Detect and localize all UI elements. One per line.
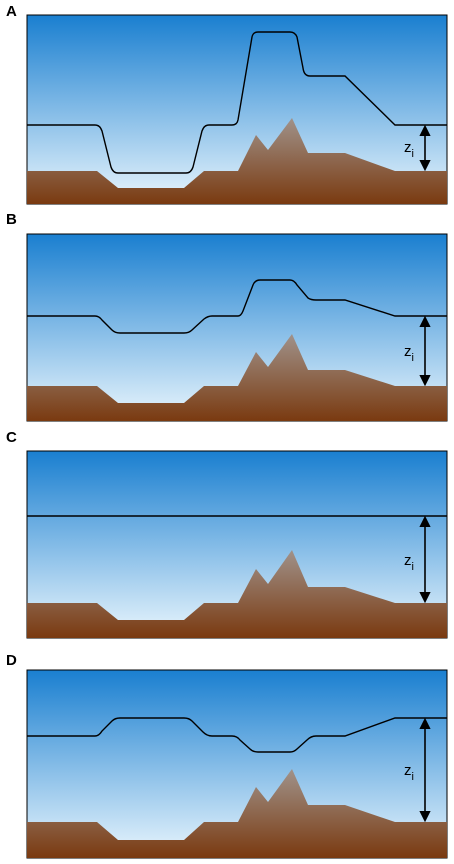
boundary-layer-top-line bbox=[27, 31, 447, 174]
terrain bbox=[27, 769, 447, 858]
terrain bbox=[27, 550, 447, 638]
zi-label: zi bbox=[404, 343, 414, 364]
panel-letter: D bbox=[6, 652, 17, 669]
zi-label: zi bbox=[404, 139, 414, 160]
panel-b: B zi bbox=[6, 211, 448, 422]
zi-label: zi bbox=[404, 762, 414, 783]
panel-letter: A bbox=[6, 3, 17, 20]
terrain bbox=[27, 334, 447, 421]
panel-letter: B bbox=[6, 211, 17, 228]
panel-d: D zi bbox=[6, 652, 448, 859]
terrain bbox=[27, 118, 447, 204]
panel-a: A zi bbox=[6, 3, 448, 205]
boundary-layer-top-line bbox=[27, 717, 447, 753]
boundary-layer-top-line bbox=[27, 279, 447, 334]
zi-label: zi bbox=[404, 552, 414, 573]
panel-c: C zi bbox=[6, 429, 448, 639]
panel-letter: C bbox=[6, 429, 17, 446]
